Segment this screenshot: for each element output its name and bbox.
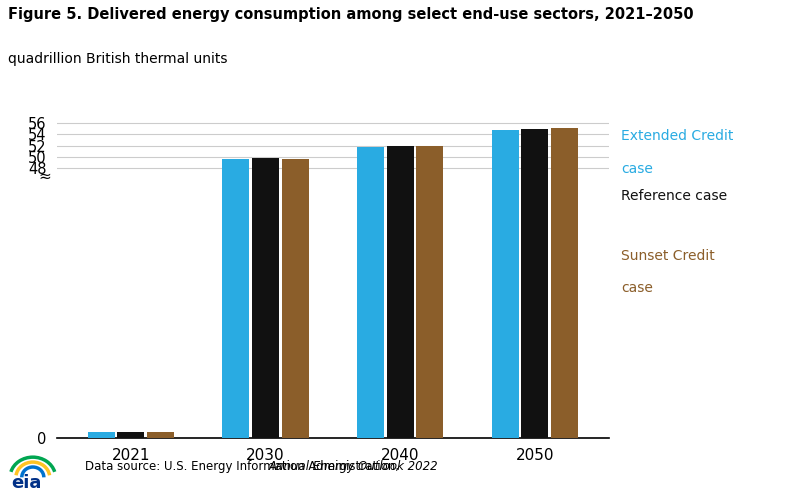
Text: Reference case: Reference case: [620, 189, 727, 203]
Bar: [118, 432, 144, 438]
Text: Sunset Credit: Sunset Credit: [620, 249, 714, 263]
Bar: [88, 432, 114, 438]
Bar: [491, 130, 518, 438]
Bar: [147, 432, 174, 438]
Text: eia: eia: [11, 474, 41, 492]
Bar: [222, 159, 249, 438]
Text: quadrillion British thermal units: quadrillion British thermal units: [8, 52, 227, 66]
Bar: [357, 146, 384, 438]
Text: Annual Energy Outlook 2022: Annual Energy Outlook 2022: [268, 460, 437, 473]
Text: ≈: ≈: [38, 169, 51, 184]
Bar: [281, 159, 308, 438]
Text: Data source: U.S. Energy Information Administration,: Data source: U.S. Energy Information Adm…: [85, 460, 402, 473]
Bar: [551, 128, 577, 438]
Text: case: case: [620, 281, 652, 295]
Bar: [386, 145, 414, 438]
Text: Extended Credit: Extended Credit: [620, 129, 732, 143]
Text: case: case: [620, 162, 652, 176]
Bar: [251, 158, 279, 438]
Bar: [416, 145, 443, 438]
Text: Figure 5. Delivered energy consumption among select end-use sectors, 2021–2050: Figure 5. Delivered energy consumption a…: [8, 7, 693, 22]
Bar: [521, 128, 547, 438]
